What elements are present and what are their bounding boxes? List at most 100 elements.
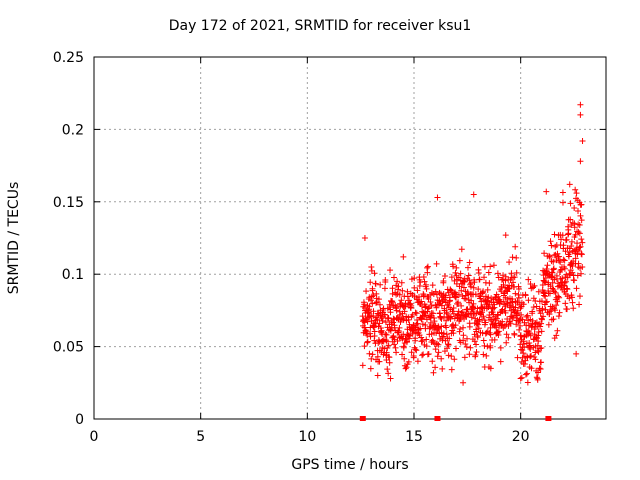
data-point bbox=[534, 335, 541, 342]
data-point bbox=[369, 351, 376, 358]
data-point bbox=[576, 293, 583, 300]
data-point bbox=[538, 328, 545, 335]
data-point bbox=[487, 324, 494, 331]
data-point bbox=[574, 240, 581, 247]
x-tick-label: 15 bbox=[405, 429, 423, 445]
data-point bbox=[563, 285, 570, 292]
data-point bbox=[567, 200, 574, 207]
data-point bbox=[434, 194, 441, 201]
data-point bbox=[506, 259, 513, 266]
data-point bbox=[480, 288, 487, 295]
data-point bbox=[434, 353, 441, 360]
data-point bbox=[453, 264, 460, 271]
data-point bbox=[381, 311, 388, 318]
data-point bbox=[522, 371, 529, 378]
data-point bbox=[495, 274, 502, 281]
data-point bbox=[359, 313, 366, 320]
data-point bbox=[556, 309, 563, 316]
data-point bbox=[383, 349, 390, 356]
data-point bbox=[364, 338, 371, 345]
data-point bbox=[549, 279, 556, 286]
data-point bbox=[448, 353, 455, 360]
data-point bbox=[412, 309, 419, 316]
data-point bbox=[569, 299, 576, 306]
data-point bbox=[521, 344, 528, 351]
data-point bbox=[395, 283, 402, 290]
data-point bbox=[518, 374, 525, 381]
data-point bbox=[381, 285, 388, 292]
data-point bbox=[559, 232, 566, 239]
data-point bbox=[505, 334, 512, 341]
data-point bbox=[430, 310, 437, 317]
data-point bbox=[364, 339, 371, 346]
data-point bbox=[522, 357, 529, 364]
data-point bbox=[499, 318, 506, 325]
axis-ticks: 0 0.05 0.1 0.15 0.2 0.25 0 5 10 15 20 bbox=[53, 50, 606, 445]
y-tick-label: 0.1 bbox=[62, 267, 84, 283]
data-point bbox=[541, 250, 548, 257]
data-point bbox=[397, 319, 404, 326]
data-point bbox=[554, 298, 561, 305]
data-point bbox=[578, 270, 585, 277]
data-point bbox=[562, 300, 569, 307]
grid-lines bbox=[94, 57, 606, 419]
data-point bbox=[368, 355, 375, 362]
data-point bbox=[577, 158, 584, 165]
data-point bbox=[555, 313, 562, 320]
data-point bbox=[476, 276, 483, 283]
data-point bbox=[484, 343, 491, 350]
data-point bbox=[400, 344, 407, 351]
data-point bbox=[406, 297, 413, 304]
data-point bbox=[370, 292, 377, 299]
data-point bbox=[387, 375, 394, 382]
x-tick-label: 0 bbox=[90, 429, 99, 445]
data-point bbox=[555, 293, 562, 300]
data-point bbox=[537, 345, 544, 352]
data-point bbox=[383, 356, 390, 363]
data-point bbox=[556, 294, 563, 301]
data-point bbox=[546, 252, 553, 259]
data-point bbox=[387, 309, 394, 316]
data-point bbox=[440, 330, 447, 337]
data-point bbox=[512, 290, 519, 297]
data-point bbox=[525, 276, 532, 283]
data-point bbox=[538, 345, 545, 352]
data-point bbox=[453, 345, 460, 352]
data-point bbox=[394, 338, 401, 345]
data-point bbox=[537, 323, 544, 330]
data-point bbox=[443, 317, 450, 324]
data-point bbox=[544, 262, 551, 269]
data-point bbox=[473, 349, 480, 356]
data-point bbox=[467, 283, 474, 290]
data-point bbox=[386, 359, 393, 366]
data-point bbox=[440, 278, 447, 285]
data-point bbox=[465, 272, 472, 279]
data-point bbox=[412, 335, 419, 342]
data-point bbox=[366, 350, 373, 357]
data-point bbox=[470, 191, 477, 198]
baseline-marker bbox=[359, 416, 366, 421]
data-point bbox=[549, 285, 556, 292]
data-point bbox=[497, 344, 504, 351]
data-point bbox=[557, 267, 564, 274]
data-point bbox=[551, 335, 558, 342]
data-point bbox=[438, 323, 445, 330]
data-point bbox=[434, 340, 441, 347]
data-point bbox=[531, 282, 538, 289]
data-point bbox=[546, 290, 553, 297]
data-point bbox=[476, 316, 483, 323]
data-point bbox=[520, 350, 527, 357]
data-point bbox=[428, 302, 435, 309]
data-point bbox=[566, 270, 573, 277]
data-point bbox=[535, 328, 542, 335]
data-point bbox=[452, 293, 459, 300]
data-point bbox=[366, 294, 373, 301]
data-point bbox=[530, 295, 537, 302]
data-point bbox=[466, 323, 473, 330]
baseline-marker bbox=[545, 416, 552, 421]
data-point bbox=[541, 278, 548, 285]
data-point bbox=[509, 254, 516, 261]
data-point bbox=[473, 341, 480, 348]
data-point bbox=[458, 302, 465, 309]
data-point bbox=[514, 354, 521, 361]
